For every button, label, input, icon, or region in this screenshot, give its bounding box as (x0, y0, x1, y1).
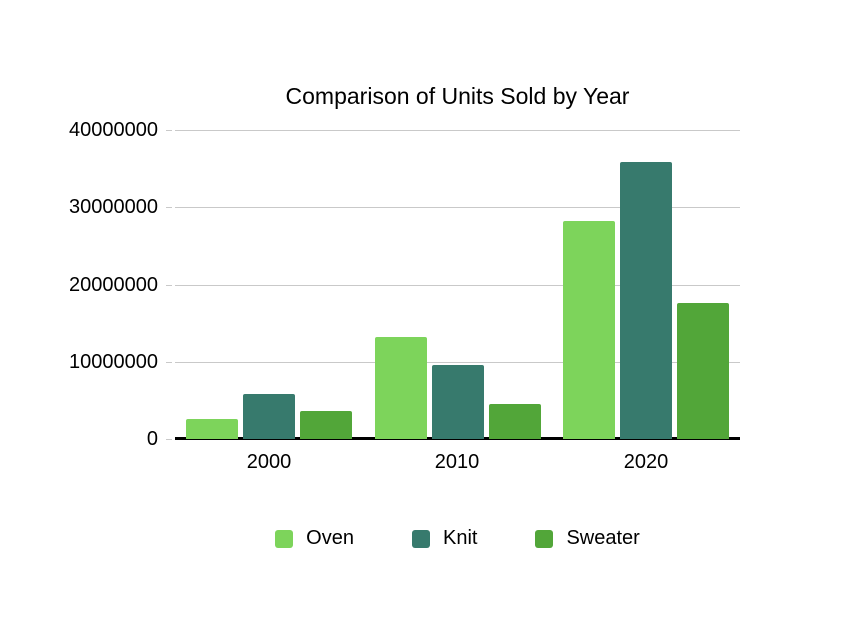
y-axis-label: 30000000 (69, 196, 158, 218)
legend-label-sweater: Sweater (566, 527, 640, 549)
y-tick-20000000 (166, 285, 172, 286)
legend-swatch-oven (275, 529, 294, 548)
gridline-40000000 (175, 130, 740, 131)
bar-oven-2010 (375, 337, 427, 439)
x-axis-labels: 2000 2010 2020 (175, 451, 740, 475)
legend-item-sweater: Sweater (535, 527, 640, 550)
y-axis-label: 0 (146, 428, 158, 450)
y-tick-0 (166, 439, 172, 440)
x-axis-label-2010: 2010 (434, 451, 480, 473)
x-axis-label-2000: 2000 (246, 451, 292, 473)
legend-swatch-knit (411, 529, 430, 548)
legend-item-knit: Knit (411, 527, 478, 550)
y-tick-10000000 (166, 362, 172, 363)
bar-sweater-2010 (489, 404, 541, 439)
y-axis-label: 40000000 (69, 119, 158, 141)
y-axis-label: 20000000 (69, 274, 158, 296)
bar-knit-2020 (620, 162, 672, 439)
y-tick-30000000 (166, 207, 172, 208)
legend-label-oven: Oven (306, 527, 354, 549)
y-tick-40000000 (166, 130, 172, 131)
bar-sweater-2020 (677, 303, 729, 439)
legend-item-oven: Oven (275, 527, 354, 550)
legend-label-knit: Knit (442, 527, 478, 549)
bar-knit-2010 (432, 365, 484, 439)
bar-knit-2000 (243, 394, 295, 439)
legend-swatch-sweater (535, 529, 554, 548)
y-axis-labels: 40000000 30000000 20000000 10000000 0 (0, 0, 158, 622)
gridline-20000000 (175, 285, 740, 286)
bar-sweater-2000 (300, 411, 352, 439)
plot-area (166, 130, 740, 440)
y-axis-label: 10000000 (69, 351, 158, 373)
bar-oven-2020 (563, 221, 615, 439)
legend: Oven Knit Sweater (175, 527, 740, 550)
gridline-10000000 (175, 362, 740, 363)
bar-oven-2000 (186, 419, 238, 439)
x-axis-label-2020: 2020 (623, 451, 669, 473)
chart-title: Comparison of Units Sold by Year (285, 83, 630, 109)
gridline-30000000 (175, 207, 740, 208)
